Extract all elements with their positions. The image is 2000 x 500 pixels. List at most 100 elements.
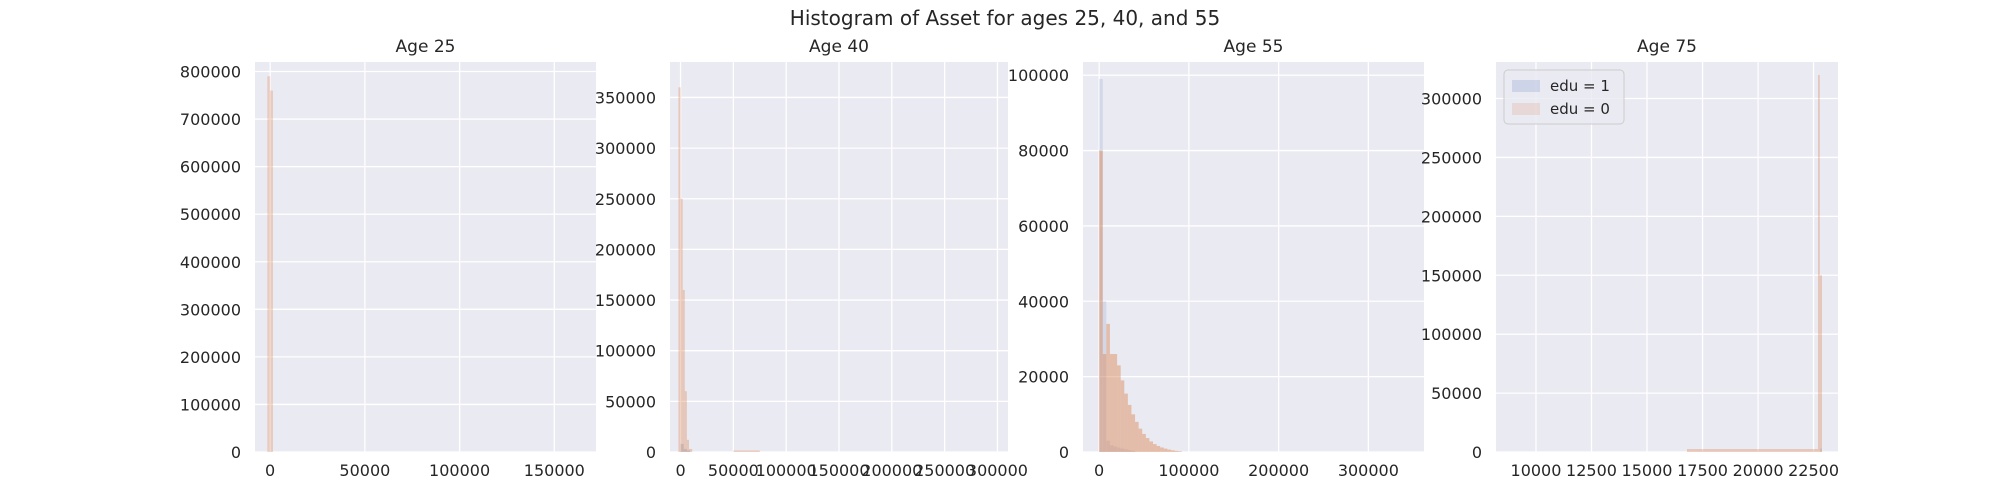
y-tick-label: 50000 [1431,384,1482,403]
histogram-bar-edu0 [1135,421,1139,452]
y-tick-label: 0 [1472,443,1482,462]
panel-4: 10000 12500 15000 17500 20000 22500 0 50000 1000… [1421,37,1839,480]
axes-background [255,62,596,452]
y-tick-label: 100000 [595,342,656,361]
x-tick-label: 200000 [861,461,922,480]
histogram-bar-edu1 [1819,448,1823,452]
y-tick-label: 50000 [605,392,656,411]
y-tick-label: 700000 [180,110,241,129]
histogram-bar-edu1 [1124,449,1128,452]
y-tick-label: 200000 [180,348,241,367]
histogram-bar-edu1 [1120,448,1125,452]
y-tick-label: 60000 [1018,217,1069,236]
histogram-bar-edu0 [1106,323,1110,452]
panel-3: 0 100000 200000 300000 0 20000 40000 60000 80000… [1008,37,1424,480]
legend: edu = 1 edu = 0 [1503,69,1625,125]
y-tick-label: 350000 [595,88,656,107]
y-tick-label: 800000 [180,63,241,82]
y-tick-label: 0 [231,443,241,462]
panel-1: 0 50000 100000 150000 0 100000 200000 300000 400… [180,37,596,480]
y-tick-label: 200000 [595,240,656,259]
y-tick-label: 0 [646,443,656,462]
y-tick-label: 250000 [1421,148,1482,167]
x-tick-label: 15000 [1622,461,1673,480]
subplot-title: Age 55 [1224,37,1284,57]
y-tick-label: 300000 [595,139,656,158]
x-tick-label: 250000 [914,461,975,480]
histogram-bar-edu0 [1131,414,1136,452]
histogram-bar-edu0 [733,450,760,452]
subplot-title: Age 75 [1637,37,1697,57]
x-tick-label: 300000 [967,461,1028,480]
histogram-bar-edu1 [1099,78,1103,453]
histogram-bar-edu1 [1106,440,1110,452]
histogram-bar-edu0 [1163,448,1168,452]
histogram-bar-edu0 [1152,444,1157,452]
x-tick-label: 22500 [1788,461,1839,480]
histogram-bar-edu0 [1127,404,1132,452]
x-tick-label: 50000 [339,461,390,480]
suptitle: Histogram of Asset for ages 25, 40, and … [790,6,1220,30]
histogram-bar-edu0 [1167,449,1171,452]
x-tick-label: 100000 [756,461,817,480]
legend-swatch [1512,103,1540,115]
x-tick-label: 0 [675,461,685,480]
histogram-bar-edu1 [1131,450,1136,452]
x-tick-label: 0 [265,461,275,480]
y-tick-label: 100000 [180,395,241,414]
x-tick-label: 50000 [708,461,759,480]
histogram-bar-edu0 [1117,365,1121,452]
y-tick-label: 150000 [595,291,656,310]
x-tick-label: 12500 [1566,461,1617,480]
y-tick-label: 400000 [180,253,241,272]
histogram-bar-edu0 [1170,450,1175,452]
histogram-bar-edu0 [1142,433,1146,452]
histogram-bar-edu0 [680,198,683,452]
y-tick-label: 100000 [1421,325,1482,344]
x-tick-label: 150000 [808,461,869,480]
histogram-bar-edu0 [1109,354,1114,452]
histogram-bar-edu0 [1818,74,1820,452]
x-tick-label: 20000 [1733,461,1784,480]
x-tick-label: 100000 [1158,461,1219,480]
axes-background [1083,62,1424,452]
y-tick-label: 500000 [180,205,241,224]
histogram-bar-edu1 [1102,301,1107,452]
legend-frame [1503,69,1625,125]
histogram-bar-edu0 [1686,449,1819,452]
histogram-bar-edu0 [1138,428,1143,452]
y-tick-label: 300000 [1421,90,1482,109]
y-tick-label: 100000 [1008,66,1069,85]
histogram-bar-edu0 [678,87,681,452]
histogram-bar-edu0 [1120,380,1125,452]
x-tick-label: 150000 [524,461,585,480]
y-tick-label: 0 [1059,443,1069,462]
histogram-bar-edu0 [1145,438,1150,452]
y-tick-label: 40000 [1018,292,1069,311]
y-tick-label: 200000 [1421,207,1482,226]
axes-background [1496,62,1838,452]
x-tick-label: 0 [1094,461,1104,480]
histogram-bar-edu0 [682,289,685,452]
legend-label: edu = 0 [1550,100,1610,118]
histogram-bar-edu1 [686,450,691,452]
x-tick-label: 300000 [1338,461,1399,480]
histogram-bar-edu0 [1102,354,1107,452]
histogram-bar-edu0 [1156,445,1161,452]
histogram-bar-edu0 [1174,450,1179,452]
histogram-bar-edu0 [1099,150,1103,452]
histogram-bar-edu0 [270,90,273,452]
histogram-bar-edu0 [689,448,693,452]
histogram-bar-edu0 [1124,393,1128,452]
x-tick-label: 17500 [1677,461,1728,480]
histogram-bar-edu1 [1113,446,1118,452]
histogram-bar-edu0 [1149,441,1153,452]
histogram-bar-edu0 [1819,275,1823,452]
histogram-bar-edu1 [1117,447,1121,452]
legend-label: edu = 1 [1550,77,1610,95]
subplot-title: Age 40 [809,37,869,57]
histogram-bar-edu0 [1113,354,1118,452]
x-tick-label: 200000 [1248,461,1309,480]
histogram-bar-edu1 [683,448,687,452]
y-tick-label: 150000 [1421,266,1482,285]
